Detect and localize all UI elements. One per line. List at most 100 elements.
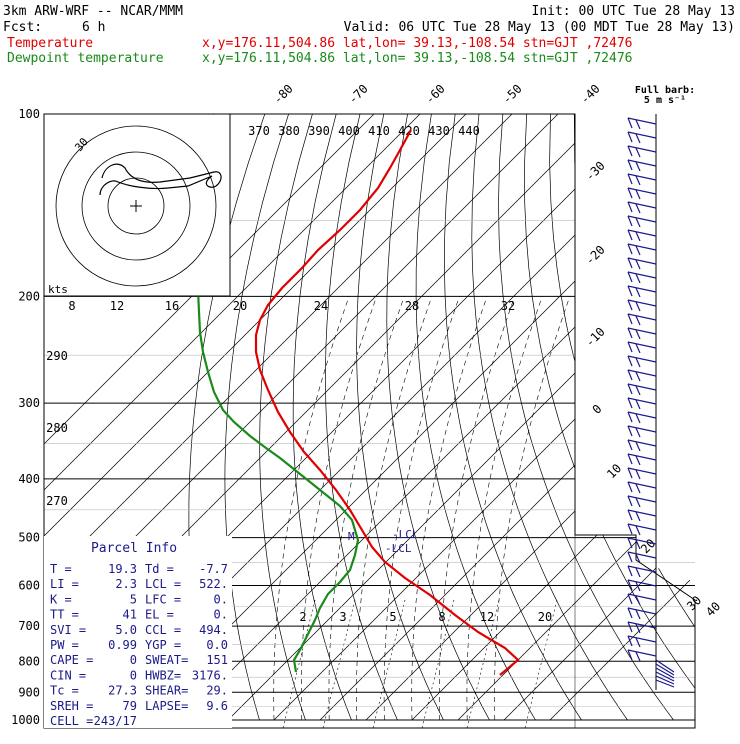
barb-staff — [628, 174, 656, 180]
barb-flag — [636, 344, 640, 353]
parcel-label: SWEAT= — [145, 653, 188, 667]
barb-flag — [636, 302, 640, 311]
mixing-ratio-label: 2 — [299, 610, 306, 624]
barb-staff — [628, 300, 656, 306]
parcel-label: CELL = — [50, 714, 93, 728]
barb-flag — [636, 204, 640, 213]
barb-staff — [628, 230, 656, 236]
parcel-label: HWBZ= — [145, 668, 181, 682]
parcel-value: 2.3 — [115, 577, 137, 591]
barb-flag — [628, 552, 632, 562]
isotherm-line — [274, 114, 740, 720]
skew-temp-label: 30 — [684, 593, 704, 613]
barb-flag — [628, 538, 632, 548]
isotherm-line — [504, 114, 740, 720]
barb-flag — [636, 190, 640, 199]
barb-flag — [636, 568, 640, 577]
barb-staff — [628, 552, 656, 558]
parcel-value: 79 — [123, 699, 137, 713]
pressure-label: 800 — [18, 654, 40, 668]
wind-barb — [628, 552, 656, 563]
hodograph-speed-label: 16 — [165, 299, 179, 313]
barb-flag — [636, 512, 640, 521]
wind-barb — [628, 650, 656, 661]
parcel-label: LAPSE= — [145, 699, 188, 713]
barb-staff — [628, 440, 656, 446]
barb-staff — [628, 468, 656, 474]
wind-barb — [628, 426, 656, 437]
theta-label: 440 — [458, 124, 480, 138]
temperature-legend: Temperature — [7, 36, 93, 51]
parcel-value: 0.0 — [206, 638, 228, 652]
pressure-label: 900 — [18, 685, 40, 699]
barb-flag — [636, 498, 640, 507]
temperature-location: x,y=176.11,504.86 lat,lon= 39.13,-108.54… — [202, 36, 632, 51]
theta-label: 400 — [338, 124, 360, 138]
skew-temp-label: 10 — [604, 461, 624, 481]
wind-barb — [628, 566, 656, 577]
barb-staff — [628, 510, 656, 516]
wind-barb — [628, 146, 656, 157]
isotherm-line — [412, 114, 740, 720]
barb-flag — [636, 526, 640, 535]
parcel-value: 27.3 — [108, 684, 137, 698]
parcel-label: PW = — [50, 638, 79, 652]
barb-flag — [636, 232, 640, 241]
wind-barb — [628, 608, 656, 619]
mixing-ratio-label: 5 — [389, 610, 396, 624]
wind-barb — [628, 314, 656, 325]
barb-staff — [628, 202, 656, 208]
barb-staff — [628, 412, 656, 418]
moist-adiabat — [439, 296, 514, 720]
barb-flag — [636, 274, 640, 283]
moist-adiabat — [329, 296, 404, 720]
dry-adiabat — [260, 114, 313, 720]
barb-staff — [628, 244, 656, 250]
wind-barb — [628, 454, 656, 465]
wind-barb — [628, 272, 656, 283]
wind-barb — [628, 286, 656, 297]
wind-barb — [628, 496, 656, 507]
wind-barbs — [628, 114, 674, 690]
wind-barb — [628, 132, 656, 143]
barb-flag — [628, 454, 632, 464]
barb-staff — [628, 496, 656, 502]
barb-flag — [636, 358, 640, 367]
mixing-ratio-label: 3 — [339, 610, 346, 624]
barb-flag — [636, 372, 640, 381]
barb-flag — [628, 300, 632, 310]
parcel-label: LI = — [50, 577, 79, 591]
barb-staff — [628, 566, 656, 572]
wind-barb — [628, 244, 656, 255]
barb-staff — [628, 356, 656, 362]
dewpoint-legend: Dewpoint temperature — [7, 51, 164, 66]
barb-staff — [628, 370, 656, 376]
barb-staff — [628, 132, 656, 138]
hodograph-frame — [44, 114, 230, 296]
barb-flag — [636, 218, 640, 227]
parcel-value: 494. — [199, 623, 228, 637]
barb-flag — [628, 230, 632, 240]
parcel-value: 5.0 — [115, 623, 137, 637]
barb-flag — [636, 246, 640, 255]
barb-flag — [628, 426, 632, 436]
parcel-value: 0 — [130, 668, 137, 682]
parcel-value: 5 — [130, 592, 137, 606]
barb-flag — [628, 272, 632, 282]
barb-staff — [628, 482, 656, 488]
barb-flag — [636, 652, 640, 661]
wind-barb — [628, 440, 656, 451]
pressure-label: 1000 — [11, 713, 40, 727]
barb-flag — [636, 428, 640, 437]
pressure-label: 500 — [18, 531, 40, 545]
parcel-label: K = — [50, 592, 72, 606]
barb-flag — [628, 286, 632, 296]
parcel-label: CIN = — [50, 668, 86, 682]
barb-flag — [628, 370, 632, 380]
moist-adiabat — [301, 296, 376, 720]
dry-adiabat — [293, 114, 351, 720]
theta-label: 410 — [368, 124, 390, 138]
moist-adiabat — [384, 296, 459, 720]
theta-label: 380 — [278, 124, 300, 138]
